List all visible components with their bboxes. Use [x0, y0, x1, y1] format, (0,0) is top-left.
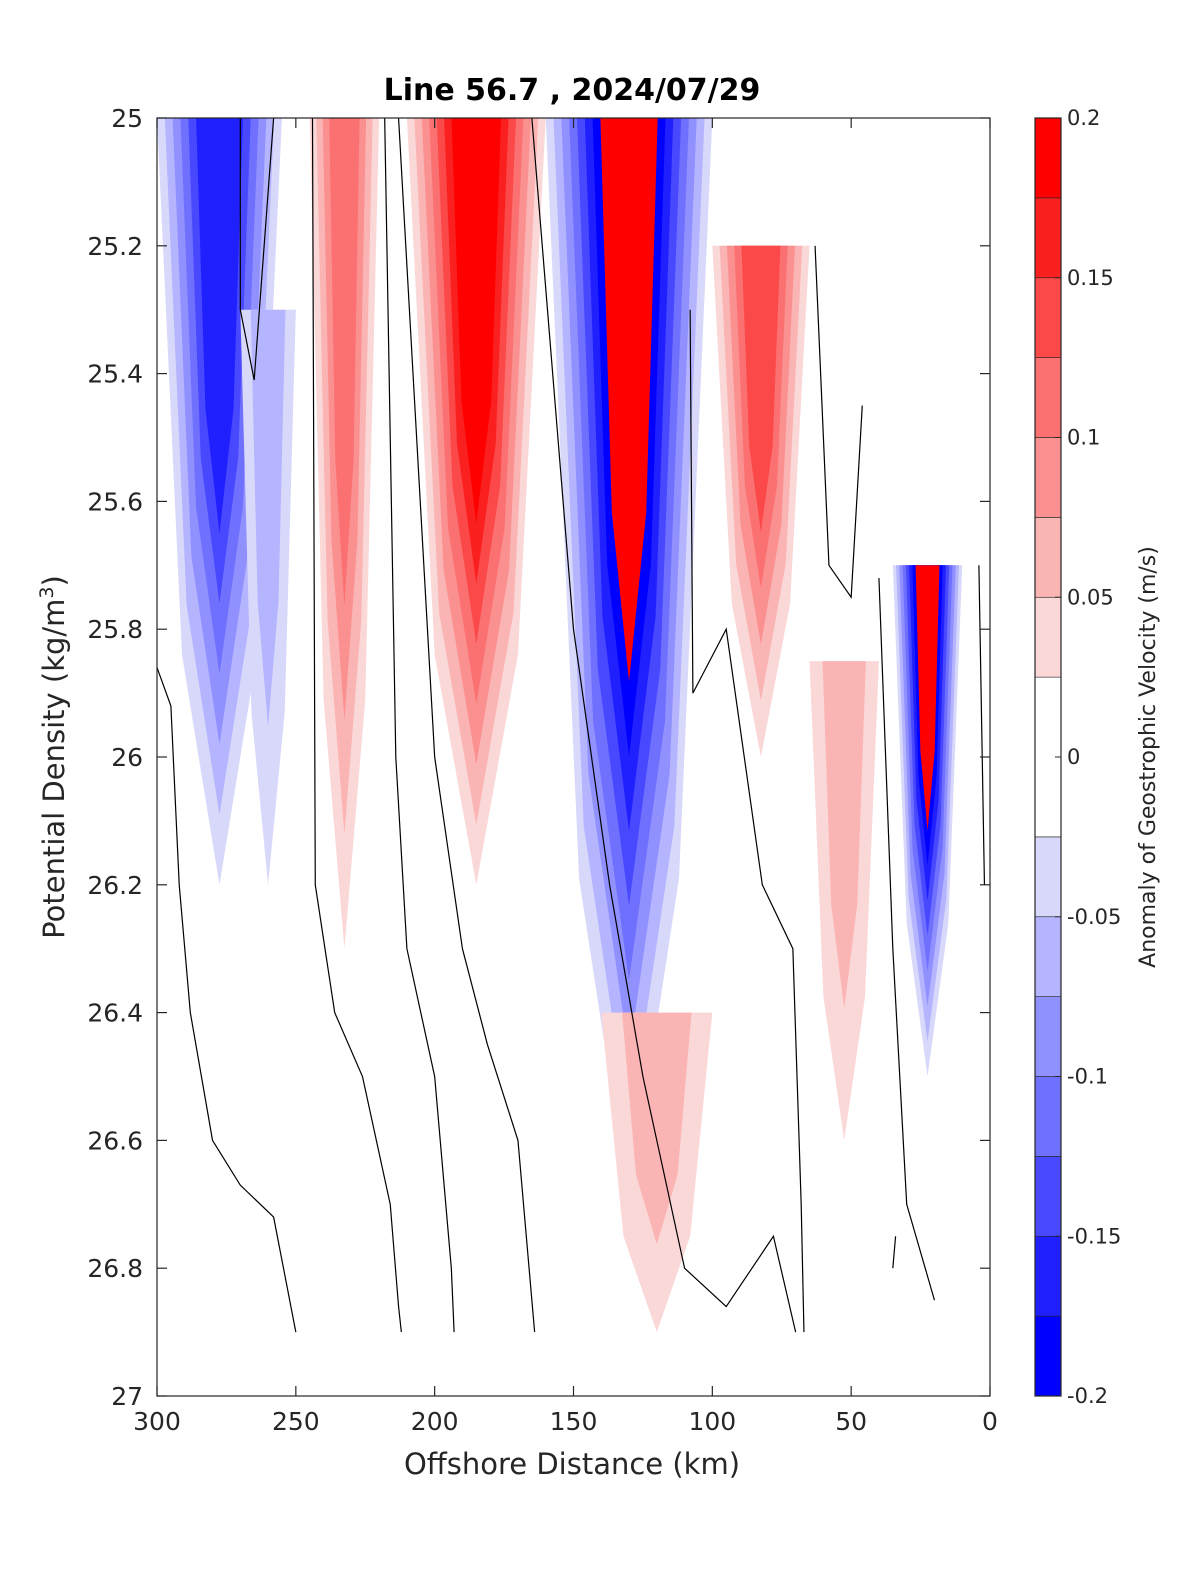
colorbar-tick-label: 0.1 — [1067, 426, 1100, 450]
zero-contour-line-9 — [878, 578, 936, 1301]
y-tick-label: 26.8 — [87, 1254, 143, 1283]
y-axis-label-close: ) — [37, 575, 71, 586]
colorbar-tick-label: -0.15 — [1067, 1224, 1121, 1248]
x-tick-label: 0 — [982, 1407, 998, 1436]
colorbar-swatch — [1034, 596, 1062, 678]
x-tick-label: 250 — [272, 1407, 320, 1436]
colorbar-tick-label: -0.05 — [1067, 905, 1121, 929]
colorbar-swatch — [1034, 197, 1062, 279]
anomaly-fill-positive-band-85km — [741, 245, 781, 533]
zero-contour-line-11 — [978, 565, 986, 885]
colorbar-tick-label: 0 — [1067, 745, 1080, 769]
colorbar-swatch — [1034, 916, 1062, 997]
anomaly-fill-deep-positive-130km — [622, 1012, 692, 1245]
x-tick-label: 100 — [688, 1407, 736, 1436]
y-axis: 25 25.2 25.4 25.6 25.8 26 26.2 26.4 26.6 26.8 27 — [87, 104, 990, 1411]
y-tick-label: 26.6 — [87, 1126, 143, 1155]
colorbar-tick-label: 0.2 — [1067, 106, 1100, 130]
colorbar-ticks: -0.2 -0.15 -0.1 -0.05 0 0.05 0.1 0.15 0.2 — [1055, 106, 1121, 1408]
zero-contour-line-10 — [892, 1236, 897, 1269]
anomaly-fill-negative-band-250km — [250, 309, 286, 727]
y-tick-label: 27 — [111, 1382, 143, 1411]
x-tick-label: 150 — [550, 1407, 598, 1436]
zero-contour-line-5 — [397, 118, 536, 1333]
colorbar-swatch — [1034, 277, 1062, 358]
y-tick-label: 25 — [111, 104, 143, 133]
y-axis-label: Potential Density (kg/m3) — [36, 575, 71, 939]
x-tick-label: 300 — [133, 1407, 181, 1436]
colorbar-swatch — [1034, 1076, 1062, 1157]
colorbar-swatch — [1034, 1315, 1062, 1397]
colorbar-tick-label: 0.05 — [1067, 585, 1114, 609]
colorbar-swatch — [1034, 437, 1062, 518]
y-tick-label: 26 — [111, 743, 143, 772]
colorbar-label: Anomaly of Geostrophic Velocity (m/s) — [1136, 546, 1161, 968]
zero-contour-line-3 — [311, 118, 402, 1333]
colorbar-swatch — [1034, 357, 1062, 438]
y-tick-label: 26.2 — [87, 871, 143, 900]
anomaly-fill-positive-core-190km — [451, 118, 502, 524]
y-tick-label: 25.2 — [87, 232, 143, 261]
colorbar-swatch — [1034, 1156, 1062, 1237]
colorbar-swatch — [1034, 996, 1062, 1077]
zero-contour-line-1 — [157, 667, 297, 1333]
x-tick-label: 50 — [835, 1407, 867, 1436]
y-tick-label: 25.4 — [87, 360, 143, 389]
anomaly-fill-positive-band-230km — [329, 118, 360, 607]
zero-contour-line-4 — [384, 118, 455, 1333]
colorbar-swatch — [1034, 117, 1062, 199]
colorbar-tick-label: 0.15 — [1067, 266, 1114, 290]
colorbar-swatch — [1034, 517, 1062, 598]
y-tick-label: 26.4 — [87, 999, 143, 1028]
x-tick-label: 200 — [411, 1407, 459, 1436]
zero-contours — [157, 118, 986, 1333]
zero-contour-line-7 — [689, 309, 805, 1333]
zero-contour-line-8 — [814, 245, 863, 600]
anomaly-fill-nearshore-negative-core — [915, 565, 940, 831]
anomaly-fills — [157, 118, 963, 1333]
y-tick-label: 25.6 — [87, 487, 143, 516]
y-tick-label: 25.8 — [87, 615, 143, 644]
anomaly-fill-negative-core-130km — [600, 118, 658, 682]
zero-contour-line-6 — [531, 118, 797, 1333]
colorbar-tick-label: -0.1 — [1067, 1065, 1108, 1089]
colorbar-swatch — [1034, 1235, 1062, 1317]
chart-title: Line 56.7 , 2024/07/29 — [384, 73, 761, 108]
colorbar-tick-label: -0.2 — [1067, 1384, 1108, 1408]
x-axis: 300 250 200 150 100 50 0 — [133, 118, 998, 1436]
x-axis-label: Offshore Distance (km) — [404, 1447, 740, 1481]
zero-contour-line-2 — [239, 118, 275, 381]
anomaly-fill-deep-positive-40km — [822, 661, 866, 1009]
anomaly-fill-offshore-negative-core — [196, 118, 243, 534]
y-axis-label-main: Potential Density (kg/m — [37, 599, 71, 939]
y-axis-label-superscript: 3 — [36, 586, 58, 598]
colorbar-swatch — [1034, 836, 1062, 918]
